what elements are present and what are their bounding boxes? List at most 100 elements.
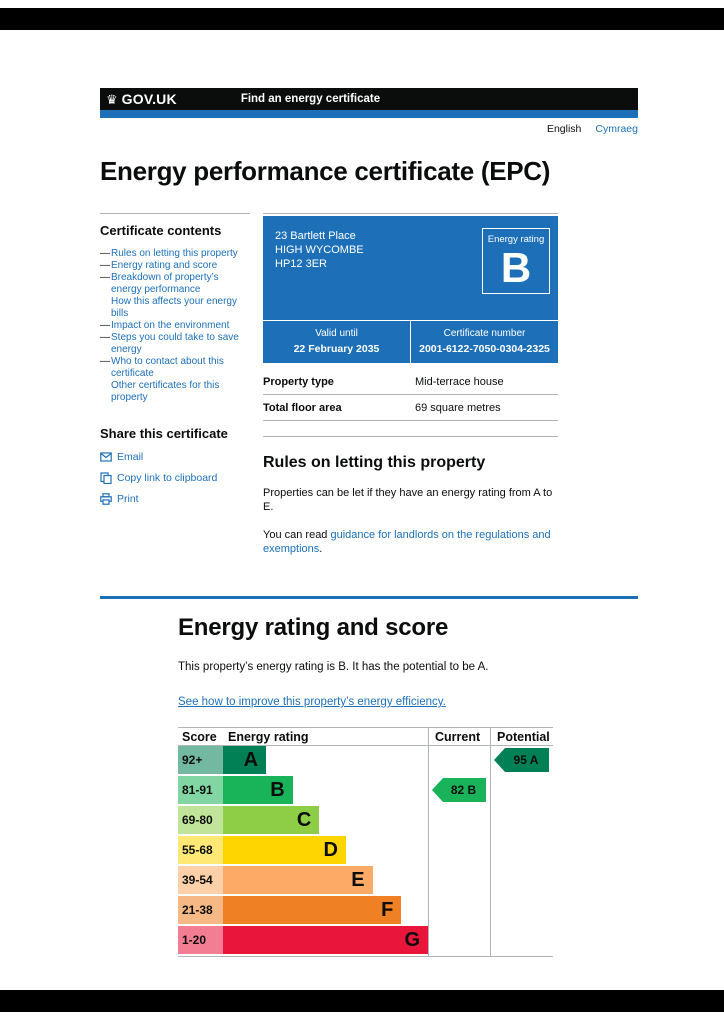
contents-item: — Steps you could take to save energy <box>100 332 250 356</box>
band-bar-f: F <box>223 896 402 924</box>
floor-area-label: Total floor area <box>263 402 342 414</box>
chart-column-divider <box>490 728 491 956</box>
band-bar-e: E <box>223 866 373 894</box>
share-print-label: Print <box>117 493 139 505</box>
energy-rating-label: Energy rating <box>487 234 545 245</box>
govuk-logo[interactable]: ♛ GOV.UK <box>106 91 177 107</box>
band-score: 69-80 <box>178 806 223 834</box>
contents-heading: Certificate contents <box>100 223 222 238</box>
address-line-2: HIGH WYCOMBE <box>275 244 364 256</box>
certificate-summary-box: 23 Bartlett Place HIGH WYCOMBE HP12 3ER … <box>263 216 558 363</box>
property-address: 23 Bartlett Place HIGH WYCOMBE HP12 3ER <box>275 229 546 271</box>
chart-header-row: Score Energy rating Current Potential <box>178 728 553 746</box>
band-score: 1-20 <box>178 926 223 954</box>
contents-link-rating-score[interactable]: Energy rating and score <box>111 260 218 271</box>
contents-item: — Who to contact about this certificate <box>100 356 250 380</box>
email-icon <box>100 451 112 463</box>
band-score: 55-68 <box>178 836 223 864</box>
epc-band-row-c: 69-80 C <box>178 806 553 836</box>
epc-rating-chart: Score Energy rating Current Potential 92… <box>178 727 553 957</box>
floor-area-value: 69 square metres <box>415 402 501 414</box>
share-heading: Share this certificate <box>100 426 228 441</box>
band-bar-a: A <box>223 746 267 774</box>
band-bar-b: B <box>223 776 293 804</box>
band-score: 39-54 <box>178 866 223 894</box>
column-header-current: Current <box>435 729 481 744</box>
epc-band-row-a: 92+ A 95 A <box>178 746 553 776</box>
improve-link-row: See how to improve this property’s energ… <box>178 692 553 710</box>
landlord-guidance-link[interactable]: guidance for landlords on the regulation… <box>263 529 551 555</box>
certificate-contents-sidebar: Certificate contents — Rules on letting t… <box>100 213 250 556</box>
contents-item: — Breakdown of property’s energy performa… <box>100 272 250 296</box>
contents-link-letting-rules[interactable]: Rules on letting this property <box>111 248 238 259</box>
current-rating-arrow: 82 B <box>432 778 486 802</box>
epc-band-row-f: 21-38 F <box>178 896 553 926</box>
band-score: 81-91 <box>178 776 223 804</box>
contents-link-save-energy[interactable]: Steps you could take to save energy <box>111 332 239 355</box>
share-email-button[interactable]: Email <box>100 451 250 463</box>
contents-item: Other certificates for this property <box>100 380 250 404</box>
share-copy-link-label: Copy link to clipboard <box>117 472 218 484</box>
property-details-table: Property type Mid-terrace house Total fl… <box>263 369 558 421</box>
column-header-potential: Potential <box>497 729 550 744</box>
property-type-value: Mid-terrace house <box>415 376 504 388</box>
print-icon <box>100 493 112 505</box>
epc-band-row-d: 55-68 D <box>178 836 553 866</box>
copy-icon <box>100 472 112 484</box>
letting-rules-heading: Rules on letting this property <box>263 454 486 471</box>
contents-link-environment[interactable]: Impact on the environment <box>111 320 230 331</box>
energy-rating-badge: Energy rating B <box>482 228 550 294</box>
table-row: Total floor area 69 square metres <box>263 395 558 421</box>
section-accent-divider <box>100 596 638 599</box>
section-divider <box>263 436 558 437</box>
epc-band-row-g: 1-20 G <box>178 926 553 956</box>
improve-efficiency-link[interactable]: See how to improve this property’s energ… <box>178 696 446 708</box>
column-header-score: Score <box>182 729 217 744</box>
band-bar-d: D <box>223 836 346 864</box>
service-name-link[interactable]: Find an energy certificate <box>240 93 381 105</box>
letting-rules-guidance: You can read guidance for landlords on t… <box>263 529 551 555</box>
contents-item: — Impact on the environment <box>100 320 230 331</box>
property-type-label: Property type <box>263 376 334 388</box>
certificate-summary-column: 23 Bartlett Place HIGH WYCOMBE HP12 3ER … <box>263 213 558 556</box>
contents-link-breakdown[interactable]: Breakdown of property’s energy performan… <box>111 272 219 295</box>
band-score: 92+ <box>178 746 223 774</box>
contents-link-other-certificates[interactable]: Other certificates for this property <box>111 380 220 403</box>
contents-link-contact[interactable]: Who to contact about this certificate <box>111 356 224 379</box>
contents-list: — Rules on letting this property — Energy … <box>100 248 250 404</box>
table-row: Property type Mid-terrace house <box>263 369 558 395</box>
certificate-number-cell: Certificate number 2001-6122-7050-0304-2… <box>410 321 558 363</box>
epc-band-row-b: 81-91 B 82 B <box>178 776 553 806</box>
contents-link-energy-bills[interactable]: How this affects your energy bills <box>111 296 237 319</box>
page-container: ♛ GOV.UK Find an energy certificate Engl… <box>100 88 638 957</box>
language-link-cymraeg[interactable]: Cymraeg <box>595 123 638 135</box>
rating-description: This property’s energy rating is B. It h… <box>178 661 489 673</box>
screen-top-bar <box>0 8 724 30</box>
certificate-number-value: 2001-6122-7050-0304-2325 <box>419 343 550 355</box>
potential-rating-arrow: 95 A <box>494 748 549 772</box>
rating-section-heading: Energy rating and score <box>178 614 449 641</box>
band-score: 21-38 <box>178 896 223 924</box>
valid-until-label: Valid until <box>315 328 358 339</box>
contents-item: How this affects your energy bills <box>100 296 250 320</box>
epc-band-row-e: 39-54 E <box>178 866 553 896</box>
contents-item: — Rules on letting this property <box>100 248 238 259</box>
language-switcher: English Cymraeg <box>100 123 638 135</box>
chart-column-divider <box>428 728 429 956</box>
language-current: English <box>546 123 582 135</box>
band-bar-g: G <box>223 926 428 954</box>
share-copy-link-button[interactable]: Copy link to clipboard <box>100 472 250 484</box>
certificate-number-label: Certificate number <box>443 328 526 339</box>
band-bar-c: C <box>223 806 320 834</box>
header-accent-strip <box>100 110 638 118</box>
energy-rating-section: Energy rating and score This property’s … <box>100 596 638 957</box>
contents-item: — Energy rating and score <box>100 260 218 271</box>
crown-icon: ♛ <box>106 91 118 107</box>
share-print-button[interactable]: Print <box>100 493 250 505</box>
govuk-logo-text: GOV.UK <box>121 91 177 107</box>
page-title: Energy performance certificate (EPC) <box>100 156 551 186</box>
share-email-label: Email <box>117 451 144 463</box>
govuk-header: ♛ GOV.UK Find an energy certificate <box>100 88 638 110</box>
share-list: Email Copy link to clipboard Print <box>100 451 250 505</box>
letting-rules-text: Properties can be let if they have an en… <box>263 487 553 513</box>
